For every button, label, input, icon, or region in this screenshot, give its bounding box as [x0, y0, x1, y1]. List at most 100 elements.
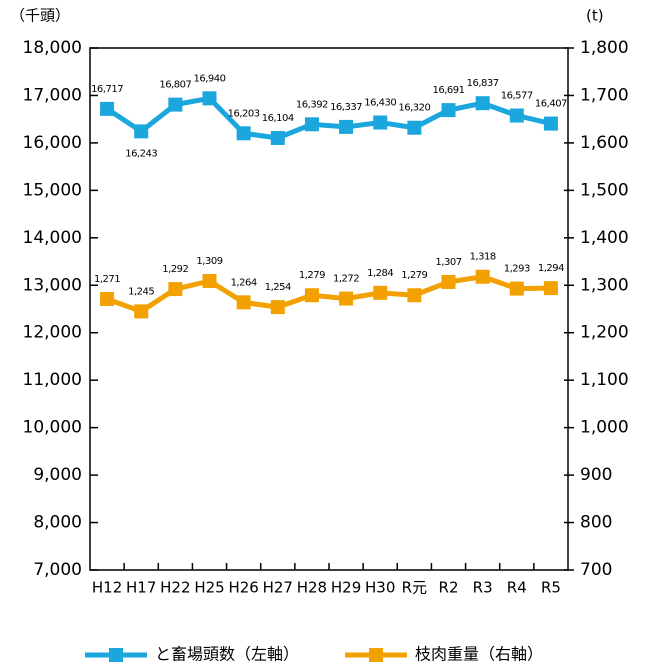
y-tick-label: 15,000 [23, 180, 82, 200]
value-label: 16,807 [159, 80, 191, 91]
marker [339, 291, 354, 306]
value-label: 16,691 [433, 85, 465, 96]
y2-tick-label: 1,700 [580, 85, 629, 105]
marker [475, 269, 490, 284]
value-label: 1,245 [128, 286, 154, 297]
y-tick-label: 7,000 [33, 560, 82, 580]
marker [441, 274, 456, 289]
y2-tick-label: 1,200 [580, 323, 629, 343]
y-tick-label: 11,000 [23, 370, 82, 390]
y2-tick-label: 1,800 [580, 38, 629, 58]
marker [202, 274, 217, 289]
value-label: 16,837 [467, 78, 499, 89]
value-label: 1,272 [333, 274, 359, 285]
value-label: 1,279 [401, 270, 427, 281]
marker [168, 97, 183, 112]
marker [407, 288, 422, 303]
marker [509, 108, 524, 123]
y2-tick-label: 900 [580, 465, 612, 485]
y-tick-label: 10,000 [23, 418, 82, 438]
marker [134, 124, 149, 139]
value-label: 1,271 [94, 274, 120, 285]
marker [304, 288, 319, 303]
x-tick-label: H28 [297, 579, 327, 597]
y-tick-label: 18,000 [23, 38, 82, 58]
y2-tick-label: 1,400 [580, 228, 629, 248]
value-label: 16,337 [330, 102, 362, 113]
marker [543, 116, 558, 131]
value-label: 1,284 [367, 268, 393, 279]
marker [270, 300, 285, 315]
marker [339, 119, 354, 134]
x-tick-label: H29 [331, 579, 361, 597]
y2-tick-label: 1,100 [580, 370, 629, 390]
x-tick-label: H17 [126, 579, 156, 597]
value-label: 1,254 [265, 282, 291, 293]
value-label: 16,203 [228, 108, 260, 119]
x-tick-label: H26 [228, 579, 258, 597]
y-tick-label: 9,000 [33, 465, 82, 485]
value-label: 1,318 [470, 252, 496, 263]
x-tick-label: R3 [473, 579, 493, 597]
x-tick-label: R元 [402, 579, 427, 597]
legend-marker [109, 648, 123, 662]
y-tick-label: 14,000 [23, 228, 82, 248]
value-label: 1,294 [538, 263, 564, 274]
marker [373, 115, 388, 130]
value-label: 16,407 [535, 99, 567, 110]
legend-marker [369, 648, 383, 662]
y2-tick-label: 800 [580, 513, 612, 533]
x-tick-label: H27 [263, 579, 293, 597]
x-tick-label: R5 [541, 579, 561, 597]
value-label: 1,292 [162, 264, 188, 275]
x-tick-label: R4 [507, 579, 527, 597]
value-label: 1,279 [299, 270, 325, 281]
marker [509, 281, 524, 296]
y2-tick-label: 1,600 [580, 133, 629, 153]
marker [236, 126, 251, 141]
value-label: 1,309 [196, 256, 222, 267]
marker [441, 103, 456, 118]
value-label: 1,307 [435, 257, 461, 268]
y2-tick-label: 700 [580, 560, 612, 580]
value-label: 1,264 [231, 277, 257, 288]
y-tick-label: 13,000 [23, 275, 82, 295]
legend-label: と畜場頭数（左軸） [155, 645, 299, 664]
value-label: 1,293 [504, 264, 530, 275]
x-tick-label: H12 [92, 579, 122, 597]
y-tick-label: 17,000 [23, 85, 82, 105]
marker [168, 282, 183, 297]
value-label: 16,392 [296, 99, 328, 110]
y-tick-label: 8,000 [33, 513, 82, 533]
x-tick-label: H30 [365, 579, 395, 597]
marker [236, 295, 251, 310]
value-label: 16,243 [125, 148, 157, 159]
marker [373, 285, 388, 300]
y2-tick-label: 1,500 [580, 180, 629, 200]
x-tick-label: H25 [194, 579, 224, 597]
y2-tick-label: 1,300 [580, 275, 629, 295]
marker [543, 281, 558, 296]
y-tick-label: 16,000 [23, 133, 82, 153]
marker [475, 96, 490, 111]
y2-tick-label: 1,000 [580, 418, 629, 438]
x-tick-label: H22 [160, 579, 190, 597]
value-label: 16,320 [398, 103, 430, 114]
value-label: 16,940 [194, 73, 226, 84]
marker [202, 91, 217, 106]
marker [100, 101, 115, 116]
value-label: 16,717 [91, 84, 123, 95]
marker [100, 292, 115, 307]
y2-axis-label: (t) [586, 7, 604, 25]
value-label: 16,104 [262, 113, 294, 124]
marker [134, 304, 149, 319]
value-label: 16,430 [364, 98, 396, 109]
legend-label: 枝肉重量（右軸） [415, 645, 543, 664]
marker [407, 120, 422, 135]
marker [304, 117, 319, 132]
x-tick-label: R2 [439, 579, 459, 597]
marker [270, 130, 285, 145]
value-label: 16,577 [501, 91, 533, 102]
y-tick-label: 12,000 [23, 323, 82, 343]
